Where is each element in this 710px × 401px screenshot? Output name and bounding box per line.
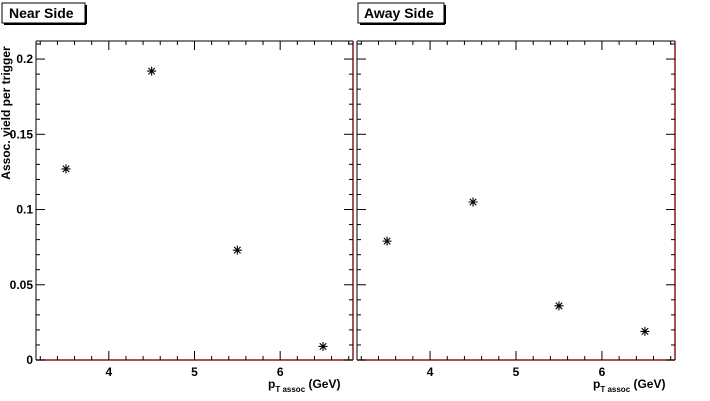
away-side-title: Away Side: [364, 5, 434, 21]
near-side-x-tick-label: 6: [277, 365, 284, 379]
away-side-axes: 4 5 6: [356, 40, 676, 379]
y-axis-label: Assoc. yield per trigger: [0, 46, 13, 180]
away-side-x-tick-label: 6: [599, 365, 606, 379]
near-side-title: Near Side: [9, 5, 74, 21]
near-side-axes: 4 5 6 0 0.05 0.1 0.15 0.2: [10, 40, 354, 379]
near-side-panel: Near Side 4 5 6 0 0.05 0.1 0.15 0.2 Assoc. yiel…: [0, 2, 354, 394]
near-side-data-point: [61, 164, 71, 174]
near-side-y-tick-label: 0.15: [10, 127, 34, 141]
near-side-y-tick-label: 0.2: [16, 52, 33, 66]
away-side-panel: Away Side 4 5 6 pT assoc (GeV): [356, 2, 676, 394]
away-side-data-point: [382, 236, 392, 246]
near-side-data-point: [318, 341, 328, 351]
near-side-x-tick-label: 4: [105, 365, 112, 379]
away-side-x-axis-label: pT assoc (GeV): [593, 377, 665, 394]
away-side-data-point: [554, 301, 564, 311]
near-side-x-tick-label: 5: [191, 365, 198, 379]
near-side-x-axis-label: pT assoc (GeV): [268, 377, 340, 394]
near-side-data-point: [147, 66, 157, 76]
away-side-data-point: [640, 326, 650, 336]
near-side-y-tick-label: 0.1: [16, 203, 33, 217]
near-side-data-point: [232, 245, 242, 255]
away-side-x-tick-label: 5: [513, 365, 520, 379]
near-side-y-tick-label: 0.05: [10, 278, 34, 292]
away-side-x-tick-label: 4: [427, 365, 434, 379]
near-side-y-tick-label: 0: [26, 353, 33, 367]
away-side-data-point: [468, 197, 478, 207]
